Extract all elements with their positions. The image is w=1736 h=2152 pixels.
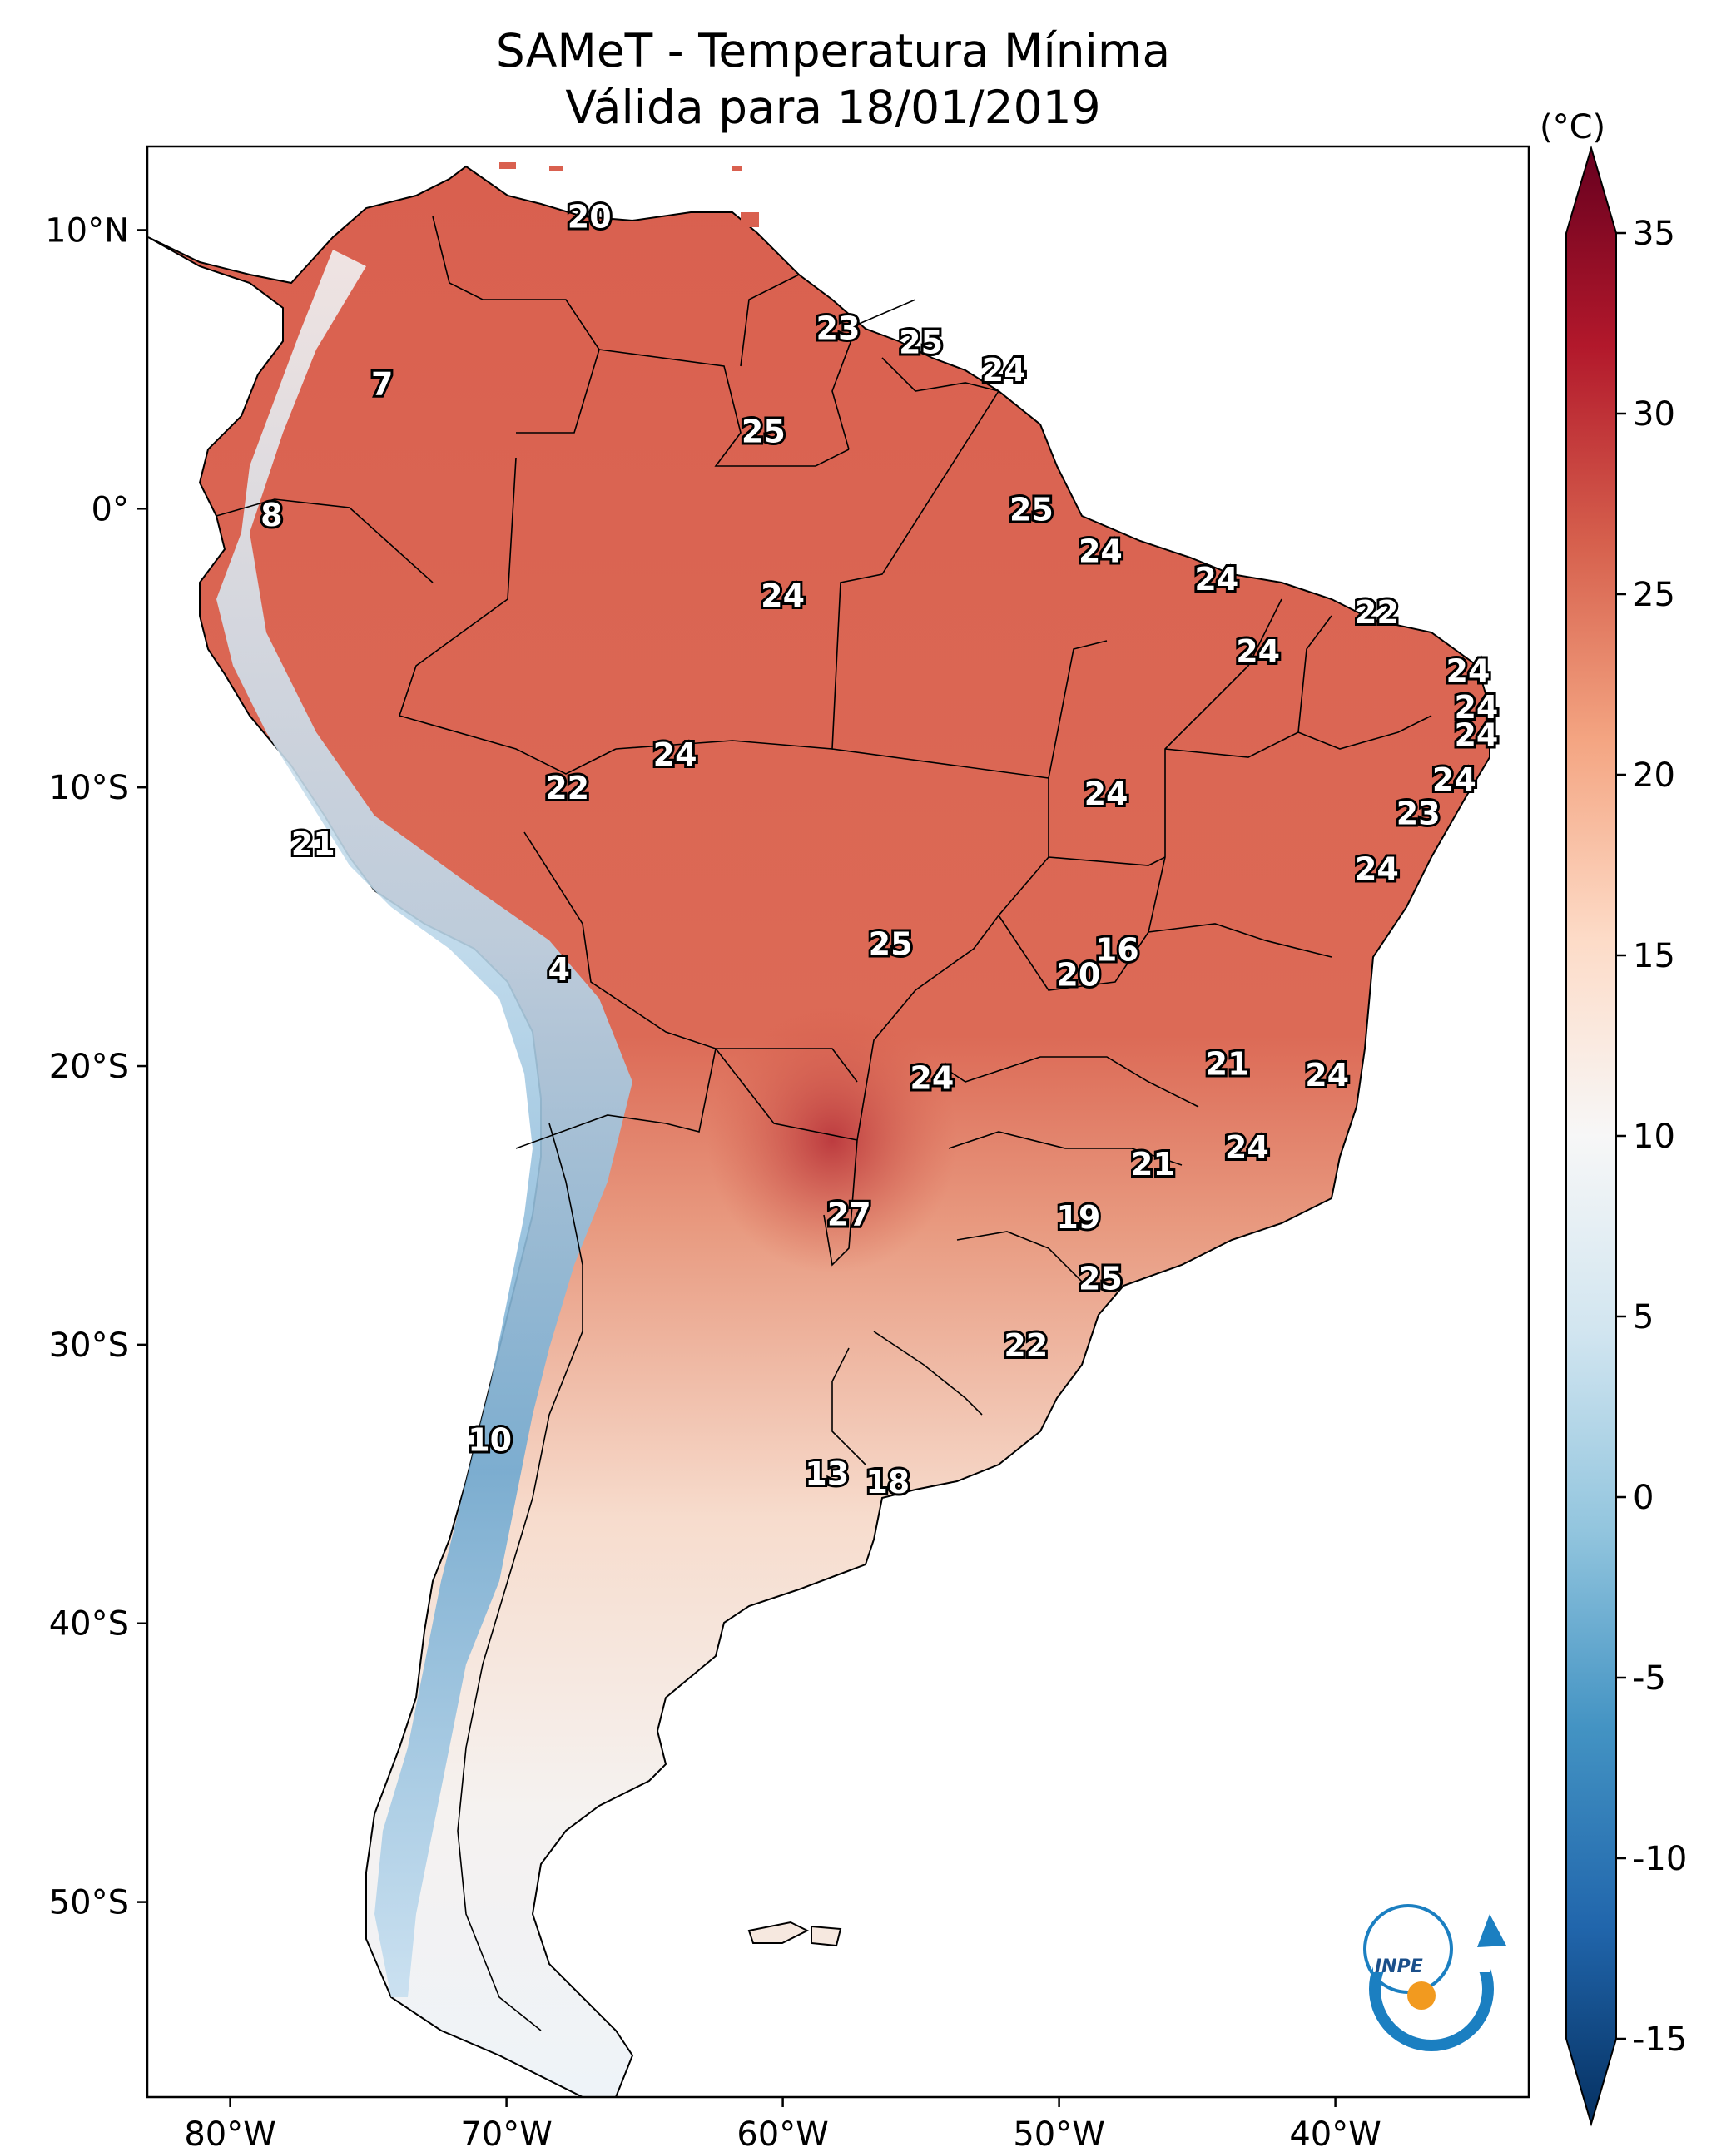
lat-tick-label: 40°S [49,1605,129,1644]
lat-tick-label: 20°S [49,1048,129,1086]
lon-tick-label: 40°W [1289,2115,1381,2152]
station-value: 24 [1355,850,1399,887]
caribbean-islands [499,162,759,227]
colorbar-tick-label: 0 [1633,1479,1654,1517]
colorbar-tick-label: 35 [1633,215,1675,253]
colorbar-ticks: 35 30 25 20 15 10 5 0 -5 -10 -15 [1616,215,1687,2059]
falkland-islands [747,1921,842,1947]
lon-tick-label: 70°W [460,2115,552,2152]
country-borders [216,216,1432,2031]
station-value: 23 [816,310,861,347]
station-value: 24 [761,578,805,614]
colorbar-tick-label: 15 [1633,937,1675,975]
colorbar-unit-label: (°C) [1540,108,1606,146]
colorbar-tick-label: 5 [1633,1298,1654,1336]
lat-tick-label: 10°S [49,769,129,807]
station-value: 18 [866,1464,910,1500]
lat-tick-label: 30°S [49,1326,129,1365]
station-value: 25 [1009,491,1054,528]
station-value: 22 [545,770,589,806]
latitude-axis: 10°N 0° 10°S 20°S 30°S 40°S 50°S [45,211,147,1922]
station-value: 19 [1056,1199,1100,1236]
station-value: 20 [1056,957,1100,994]
lon-tick-label: 80°W [184,2115,275,2152]
map-subtitle: Válida para 18/01/2019 [565,81,1101,134]
longitude-axis: 80°W 70°W 60°W 50°W 40°W [184,2097,1381,2152]
station-value: 25 [869,926,913,963]
station-value: 24 [982,352,1026,389]
station-value: 16 [1095,931,1139,968]
station-value: 21 [291,826,335,862]
station-value: 25 [742,414,786,450]
colorbar-tick-label: 20 [1633,756,1675,795]
station-value: 22 [1004,1327,1048,1364]
station-value: 24 [1454,717,1498,754]
station-value: 24 [653,736,697,773]
station-value: 24 [910,1059,954,1096]
station-value: 24 [1194,561,1238,598]
lat-tick-label: 50°S [49,1884,129,1922]
colorbar-tick-label: 10 [1633,1118,1675,1156]
station-value: 7 [371,366,393,403]
station-value: 10 [468,1422,512,1459]
station-value: 24 [1446,653,1490,690]
station-value: 24 [1454,689,1498,726]
colorbar-tick-label: -5 [1633,1659,1666,1698]
plot-frame [146,145,1530,2099]
station-value: 25 [1079,1261,1123,1297]
inpe-logo-text: INPE [1375,1956,1423,1977]
station-value: 25 [899,324,943,360]
station-value: 27 [827,1197,871,1233]
station-value: 20 [568,199,612,236]
inpe-logo-dot [1407,1981,1436,2010]
station-value: 21 [1131,1146,1175,1183]
station-value: 24 [1079,533,1123,570]
station-value: 21 [1206,1046,1250,1083]
station-value: 24 [1432,761,1476,798]
inpe-logo-arrow [1477,1914,1506,1947]
paraguay-hot-spot [707,1007,957,1273]
station-value: 24 [1084,776,1128,812]
station-value: 24 [1236,633,1280,670]
station-value: 24 [1305,1057,1349,1093]
colorbar-tick-label: -10 [1633,1840,1687,1878]
station-value: 13 [805,1455,849,1492]
lat-tick-label: 0° [92,490,129,528]
colorbar: 35 30 25 20 15 10 5 0 -5 -10 -15 [1565,145,1687,2127]
map-title: SAMeT - Temperatura Mínima [495,24,1171,77]
station-value: 22 [1355,594,1399,631]
inpe-logo: INPE [1363,1904,1506,2051]
colorbar-tick-label: -15 [1633,2021,1687,2059]
lat-tick-label: 10°N [45,211,129,250]
lon-tick-label: 60°W [737,2115,828,2152]
station-value: 4 [548,951,569,988]
station-value: 24 [1225,1129,1269,1166]
colorbar-body [1565,145,1617,2127]
station-value: 8 [260,497,282,533]
colorbar-tick-label: 30 [1633,395,1675,434]
lon-tick-label: 50°W [1013,2115,1104,2152]
colorbar-tick-label: 25 [1633,576,1675,614]
station-value: 23 [1396,795,1441,831]
